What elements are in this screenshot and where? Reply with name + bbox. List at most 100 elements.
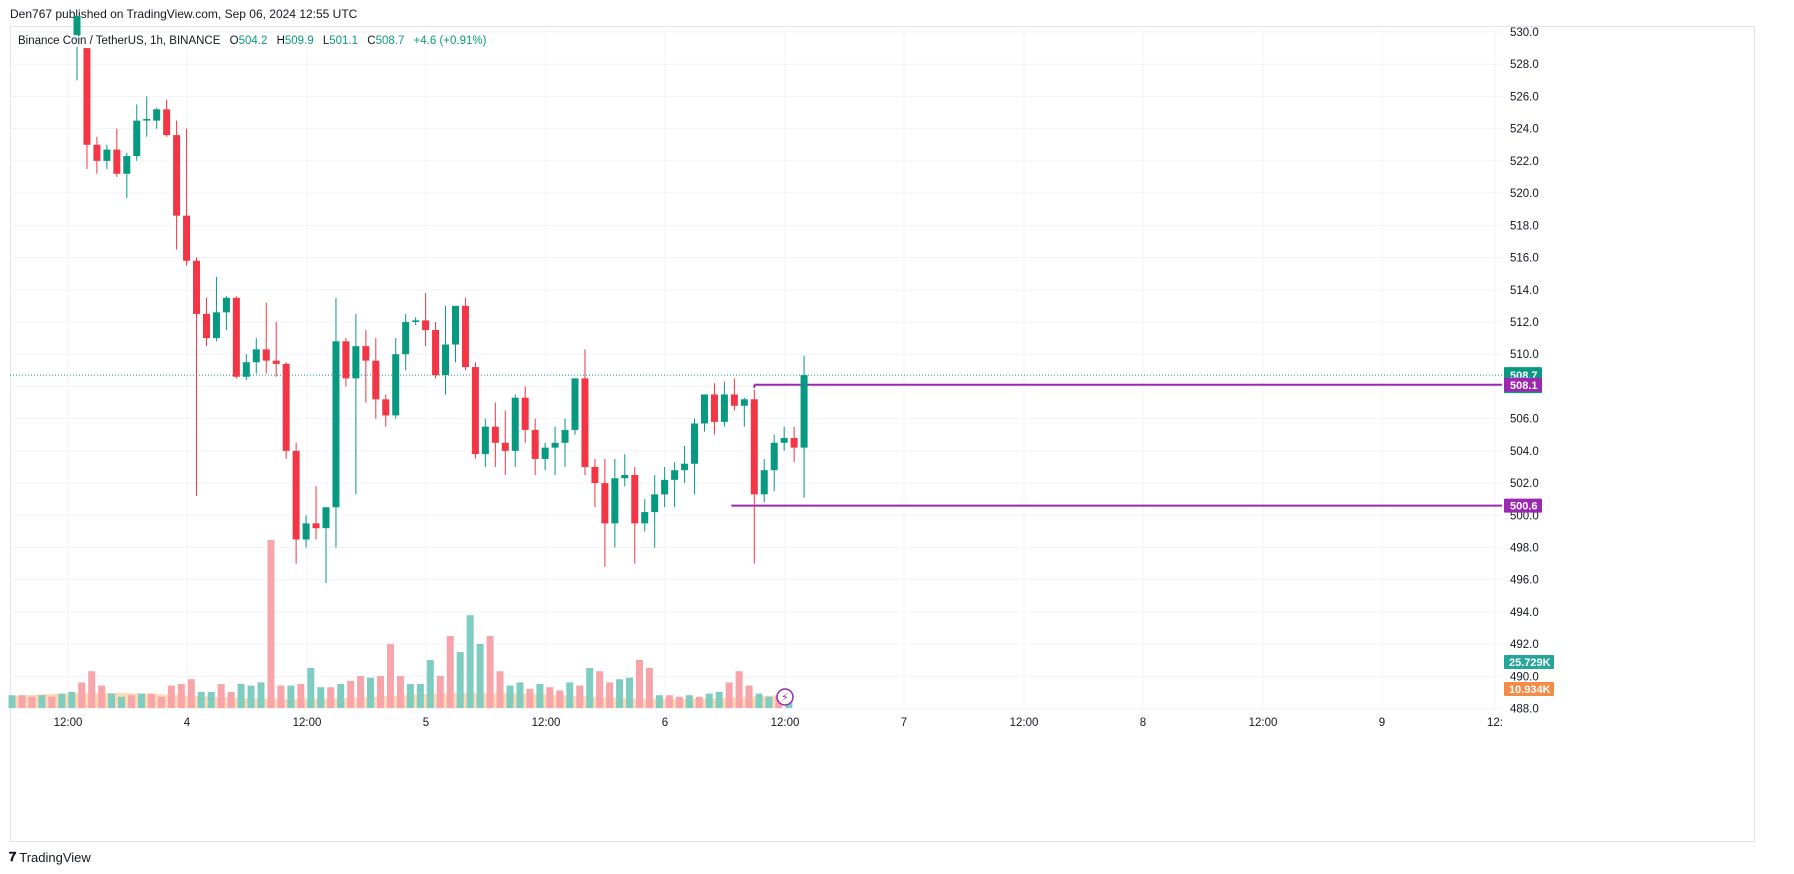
volume-bar <box>606 682 614 708</box>
volume-bar <box>18 695 26 708</box>
candle-body <box>451 305 459 345</box>
tradingview-logo[interactable]: 𝟕 TradingView <box>9 849 91 865</box>
x-tick-label: 12:00 <box>532 717 561 729</box>
candle-body <box>611 478 619 524</box>
volume-bar <box>426 660 434 708</box>
candle-body <box>342 341 350 379</box>
candle-body <box>621 475 629 479</box>
volume-bar <box>386 644 394 708</box>
candle-body <box>491 426 499 443</box>
volume-bar <box>227 692 235 708</box>
y-tick-label: 530.0 <box>1510 27 1539 39</box>
volume-bar <box>347 680 355 708</box>
volume-bar <box>307 668 315 708</box>
volume-bar <box>8 695 16 708</box>
y-tick-label: 490.0 <box>1510 671 1539 683</box>
volume-bar <box>217 684 225 708</box>
high-label: H <box>276 35 285 47</box>
candle-body <box>352 346 360 379</box>
volume-bar <box>277 685 285 708</box>
candle-body <box>372 360 380 400</box>
x-tick-label: 8 <box>1140 717 1146 729</box>
candle-body <box>362 346 370 361</box>
level-layer <box>10 374 1502 507</box>
candle-body <box>720 394 728 422</box>
y-tick-label: 524.0 <box>1510 124 1539 136</box>
candle-body <box>93 144 101 161</box>
candle-body <box>332 341 340 508</box>
volume-bar <box>197 692 205 708</box>
volume-bar <box>78 682 86 708</box>
x-tick-label: 12:00 <box>1249 717 1278 729</box>
close-label: C <box>367 35 376 47</box>
symbol-legend: Binance Coin / TetherUS, 1h, BINANCE O50… <box>18 35 487 47</box>
candle-body <box>133 120 141 157</box>
volume-bar <box>735 671 743 708</box>
level-price-label-bg <box>1504 498 1542 513</box>
y-tick-label: 492.0 <box>1510 639 1539 651</box>
volume-bar <box>406 684 414 708</box>
volume-bar <box>58 693 66 708</box>
chart-frame <box>10 26 1755 842</box>
volume-bar <box>685 695 693 708</box>
tradingview-brand: TradingView <box>19 849 91 865</box>
volume-bar <box>446 636 454 708</box>
volume-bar <box>526 688 534 708</box>
candle-body <box>103 149 111 161</box>
symbol-name[interactable]: Binance Coin / TetherUS, 1h, BINANCE <box>18 35 221 47</box>
volume-bar <box>287 685 295 708</box>
y-tick-label: 518.0 <box>1510 220 1539 232</box>
candle-body <box>202 313 210 339</box>
y-tick-label: 494.0 <box>1510 607 1539 619</box>
volume-bar <box>695 696 703 708</box>
volume-bar <box>755 693 763 708</box>
candle-body <box>302 523 310 540</box>
volume-ma-badge-bg <box>1504 682 1554 696</box>
candle-body <box>212 312 220 339</box>
volume-bar <box>48 696 56 708</box>
volume-bar <box>108 693 116 708</box>
volume-bar <box>297 684 305 708</box>
candle-body <box>402 321 410 355</box>
candle-body <box>183 215 191 261</box>
volume-bar <box>187 679 195 708</box>
candle-body <box>631 475 639 524</box>
volume-bar <box>566 682 574 708</box>
x-tick-label: 7 <box>901 717 907 729</box>
volume-bar <box>147 693 155 708</box>
volume-bar <box>456 652 464 708</box>
volume-bar <box>128 695 136 708</box>
volume-bar <box>665 695 673 708</box>
volume-bar <box>516 682 524 708</box>
x-tick-label: 6 <box>662 717 668 729</box>
candle-body <box>282 363 290 451</box>
volume-bar <box>367 677 375 708</box>
close-value: 508.7 <box>375 35 405 47</box>
volume-bar <box>167 685 175 708</box>
candle-body <box>153 109 161 121</box>
candle-body <box>272 360 280 364</box>
volume-bar <box>377 676 385 708</box>
volume-bar <box>28 696 36 708</box>
y-tick-label: 526.0 <box>1510 91 1539 103</box>
x-tick-label: 12:00 <box>54 717 83 729</box>
candle-body <box>83 48 91 145</box>
volume-bar <box>496 671 504 708</box>
y-tick-label: 510.0 <box>1510 349 1539 361</box>
volume-bar <box>317 687 325 708</box>
published-header: Den767 published on TradingView.com, Sep… <box>10 7 358 21</box>
y-tick-label: 520.0 <box>1510 188 1539 200</box>
volume-bar <box>675 696 683 708</box>
open-value: 504.2 <box>238 35 268 47</box>
volume-bar <box>88 671 96 708</box>
candle-body <box>511 397 519 451</box>
low-label: L <box>322 35 330 47</box>
volume-bar <box>645 668 653 708</box>
candle-body <box>232 297 240 377</box>
candle-body <box>710 394 718 422</box>
candle-body <box>521 397 529 430</box>
tradingview-logo-icon: 𝟕 <box>9 849 16 864</box>
y-tick-label: 496.0 <box>1510 575 1539 587</box>
